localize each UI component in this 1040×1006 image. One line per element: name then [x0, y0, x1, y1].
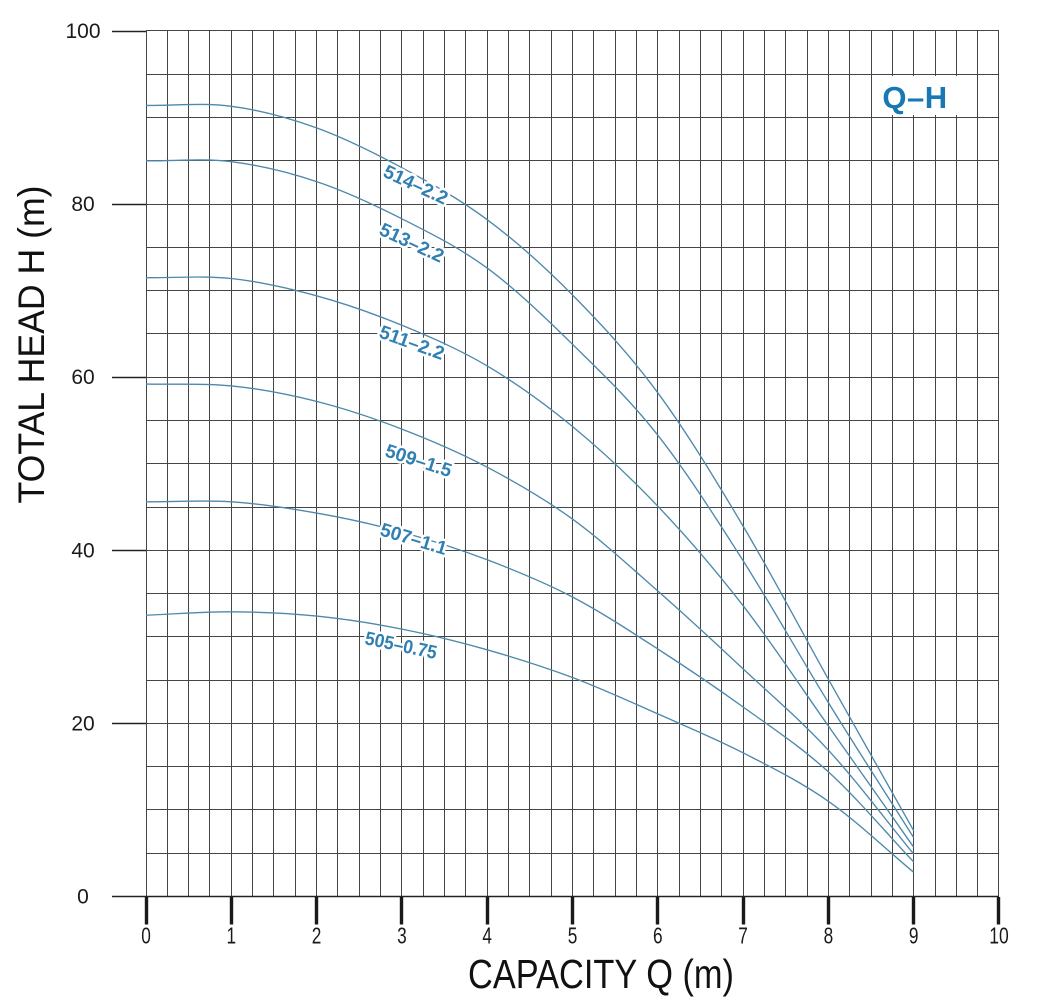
svg-text:3: 3 — [397, 923, 407, 949]
svg-text:2: 2 — [312, 923, 322, 949]
svg-text:40: 40 — [71, 539, 94, 562]
svg-text:10: 10 — [989, 923, 1009, 949]
svg-text:8: 8 — [824, 923, 834, 949]
svg-text:60: 60 — [71, 366, 94, 389]
svg-text:0: 0 — [141, 923, 151, 949]
svg-text:100: 100 — [65, 20, 100, 43]
svg-text:5: 5 — [568, 923, 578, 949]
svg-text:9: 9 — [909, 923, 919, 949]
svg-text:6: 6 — [653, 923, 663, 949]
svg-text:20: 20 — [71, 712, 94, 735]
svg-text:7: 7 — [738, 923, 748, 949]
svg-text:80: 80 — [71, 193, 94, 216]
svg-text:TOTAL HEAD H (m): TOTAL HEAD H (m) — [10, 186, 52, 504]
svg-text:Q–H: Q–H — [882, 80, 947, 115]
svg-text:CAPACITY Q (m): CAPACITY Q (m) — [468, 951, 734, 997]
svg-text:0: 0 — [77, 886, 89, 909]
svg-text:1: 1 — [227, 923, 237, 949]
svg-text:4: 4 — [482, 923, 492, 949]
